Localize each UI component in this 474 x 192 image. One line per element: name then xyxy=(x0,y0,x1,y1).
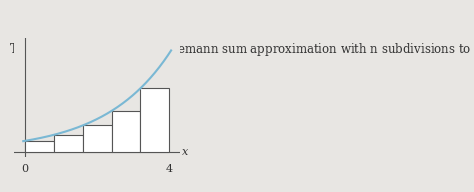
Bar xyxy=(140,88,169,152)
Bar xyxy=(25,141,54,152)
Bar xyxy=(83,125,111,152)
Text: x: x xyxy=(182,147,188,157)
Bar xyxy=(54,135,83,152)
Text: The figure below shows a Riemann sum approximation with n subdivisions to  $\int: The figure below shows a Riemann sum app… xyxy=(9,34,474,61)
Bar xyxy=(111,111,140,152)
